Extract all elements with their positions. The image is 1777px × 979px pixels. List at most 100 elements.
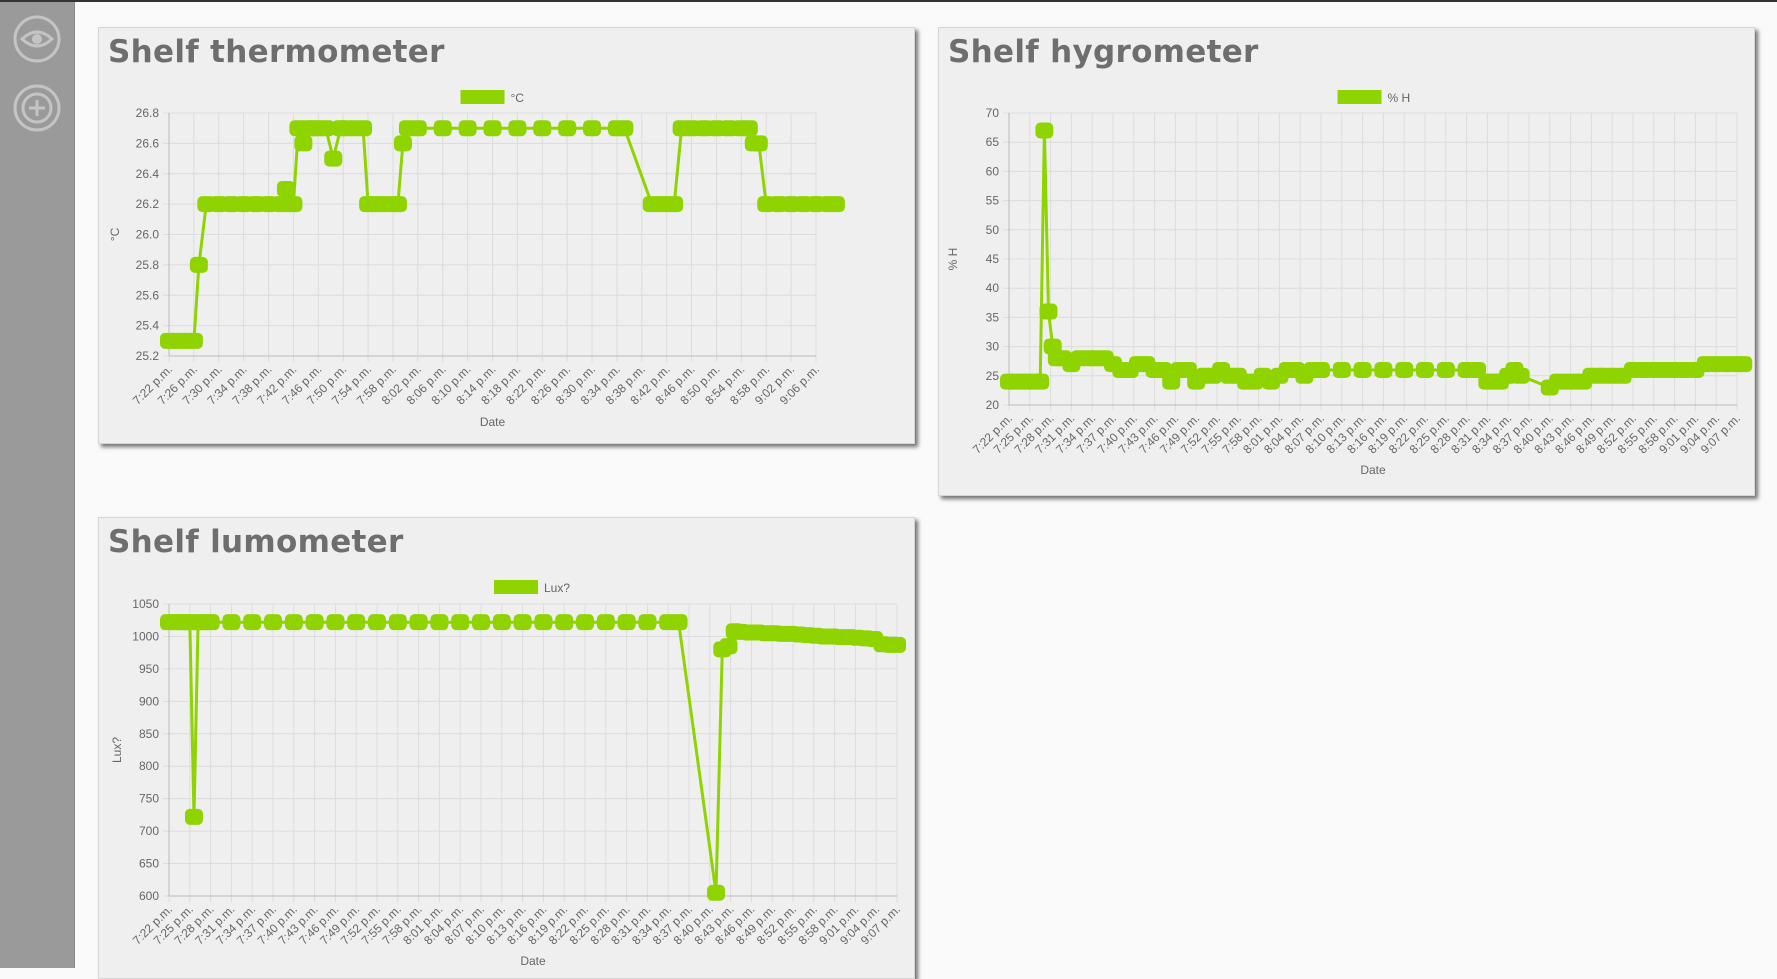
data-point bbox=[583, 120, 602, 137]
data-point bbox=[826, 196, 845, 213]
data-point bbox=[276, 180, 295, 197]
y-tick-label: 900 bbox=[139, 694, 159, 708]
thermometer-card: Shelf thermometer °C 7:22 p.m. 7:26 p.m. 7:… bbox=[98, 27, 915, 444]
y-tick-label: 70 bbox=[986, 106, 1000, 120]
y-tick-label: 50 bbox=[986, 223, 1000, 237]
data-point bbox=[749, 135, 768, 152]
legend-swatch bbox=[460, 90, 505, 104]
data-point bbox=[388, 196, 407, 213]
data-points bbox=[160, 614, 906, 901]
add-circle-icon[interactable] bbox=[12, 83, 62, 133]
legend: Lux? bbox=[494, 580, 570, 595]
legend-swatch bbox=[494, 580, 538, 594]
data-point bbox=[888, 636, 906, 653]
data-point bbox=[316, 120, 335, 137]
y-tick-label: 25.8 bbox=[136, 258, 160, 272]
data-point bbox=[1332, 361, 1351, 378]
series-line bbox=[169, 620, 897, 895]
data-point bbox=[368, 614, 386, 631]
data-point bbox=[1353, 361, 1372, 378]
lumometer-card: Shelf lumometer Lux? 7:22 p.m. 7:25 p.m. 7:… bbox=[98, 517, 915, 979]
data-point bbox=[508, 120, 527, 137]
data-point bbox=[294, 135, 313, 152]
data-point bbox=[483, 120, 502, 137]
data-point bbox=[409, 614, 428, 631]
data-point bbox=[1436, 361, 1455, 378]
data-point bbox=[739, 120, 758, 137]
data-point bbox=[1374, 361, 1393, 378]
data-points bbox=[1000, 122, 1753, 396]
data-point bbox=[184, 808, 203, 825]
y-tick-label: 26.0 bbox=[136, 228, 160, 242]
legend: % H bbox=[1337, 90, 1411, 105]
data-point bbox=[707, 884, 726, 901]
legend-swatch bbox=[1337, 90, 1382, 104]
data-point bbox=[1031, 373, 1050, 390]
y-tick-label: 600 bbox=[139, 889, 159, 903]
y-tick-label: 25 bbox=[986, 369, 1000, 383]
y-tick-label: 750 bbox=[139, 792, 159, 806]
data-point bbox=[347, 614, 366, 631]
data-point bbox=[284, 614, 303, 631]
data-point bbox=[558, 120, 577, 137]
data-point bbox=[492, 614, 511, 631]
y-axis-title: Lux? bbox=[110, 737, 124, 763]
gridlines bbox=[163, 603, 898, 902]
x-axis-title: Date bbox=[520, 954, 546, 968]
data-point bbox=[615, 120, 634, 137]
data-point bbox=[1395, 361, 1414, 378]
data-point bbox=[264, 614, 282, 631]
data-point bbox=[201, 614, 220, 631]
y-tick-label: 26.2 bbox=[136, 197, 160, 211]
y-tick-label: 25.4 bbox=[136, 319, 160, 333]
data-point bbox=[326, 614, 345, 631]
data-point bbox=[1468, 361, 1486, 378]
data-point bbox=[305, 614, 324, 631]
y-tick-label: 65 bbox=[986, 135, 1000, 149]
data-point bbox=[284, 196, 303, 213]
data-point bbox=[576, 614, 594, 631]
data-point bbox=[430, 614, 449, 631]
y-tick-label: 35 bbox=[986, 310, 1000, 324]
y-tick-label: 1000 bbox=[132, 629, 159, 643]
y-axis-title: °C bbox=[108, 227, 122, 241]
sidebar bbox=[0, 2, 75, 968]
thermometer-chart: °C7:22 p.m.7:26 p.m.7:30 p.m.7:34 p.m.7:… bbox=[108, 90, 845, 429]
data-point bbox=[617, 614, 636, 631]
gridlines bbox=[163, 112, 817, 362]
y-tick-label: 700 bbox=[139, 824, 159, 838]
data-point bbox=[1511, 367, 1530, 384]
legend-label: % H bbox=[1388, 91, 1411, 105]
data-point bbox=[533, 120, 552, 137]
y-tick-label: 800 bbox=[139, 759, 159, 773]
y-tick-label: 40 bbox=[986, 281, 1000, 295]
data-point bbox=[1039, 303, 1058, 320]
y-tick-label: 26.6 bbox=[136, 136, 160, 150]
y-tick-label: 25.6 bbox=[136, 288, 160, 302]
data-point bbox=[669, 614, 688, 631]
data-points bbox=[160, 120, 845, 349]
y-axis-title: % H bbox=[946, 248, 960, 271]
y-tick-label: 26.8 bbox=[136, 106, 160, 120]
data-point bbox=[324, 150, 343, 167]
legend-label: Lux? bbox=[544, 581, 570, 595]
data-point bbox=[1035, 122, 1054, 139]
data-point bbox=[513, 614, 532, 631]
data-point bbox=[393, 135, 412, 152]
lumometer-chart: Lux?7:22 p.m.7:25 p.m.7:28 p.m.7:31 p.m.… bbox=[110, 580, 906, 968]
data-point bbox=[1416, 361, 1434, 378]
card-title: Shelf lumometer bbox=[108, 524, 404, 560]
data-point bbox=[596, 614, 615, 631]
y-tick-label: 950 bbox=[139, 662, 159, 676]
hygrometer-card: Shelf hygrometer % H 7:22 p.m. 7:25 p.m. 7:… bbox=[938, 27, 1755, 496]
legend-label: °C bbox=[511, 91, 525, 105]
y-tick-label: 26.4 bbox=[136, 167, 160, 181]
eye-icon[interactable] bbox=[12, 14, 62, 64]
card-title: Shelf thermometer bbox=[108, 34, 445, 70]
data-point bbox=[243, 614, 262, 631]
data-point bbox=[458, 120, 477, 137]
data-point bbox=[189, 256, 208, 273]
y-tick-label: 55 bbox=[986, 194, 1000, 208]
x-axis-title: Date bbox=[480, 415, 506, 429]
data-point bbox=[408, 120, 427, 137]
